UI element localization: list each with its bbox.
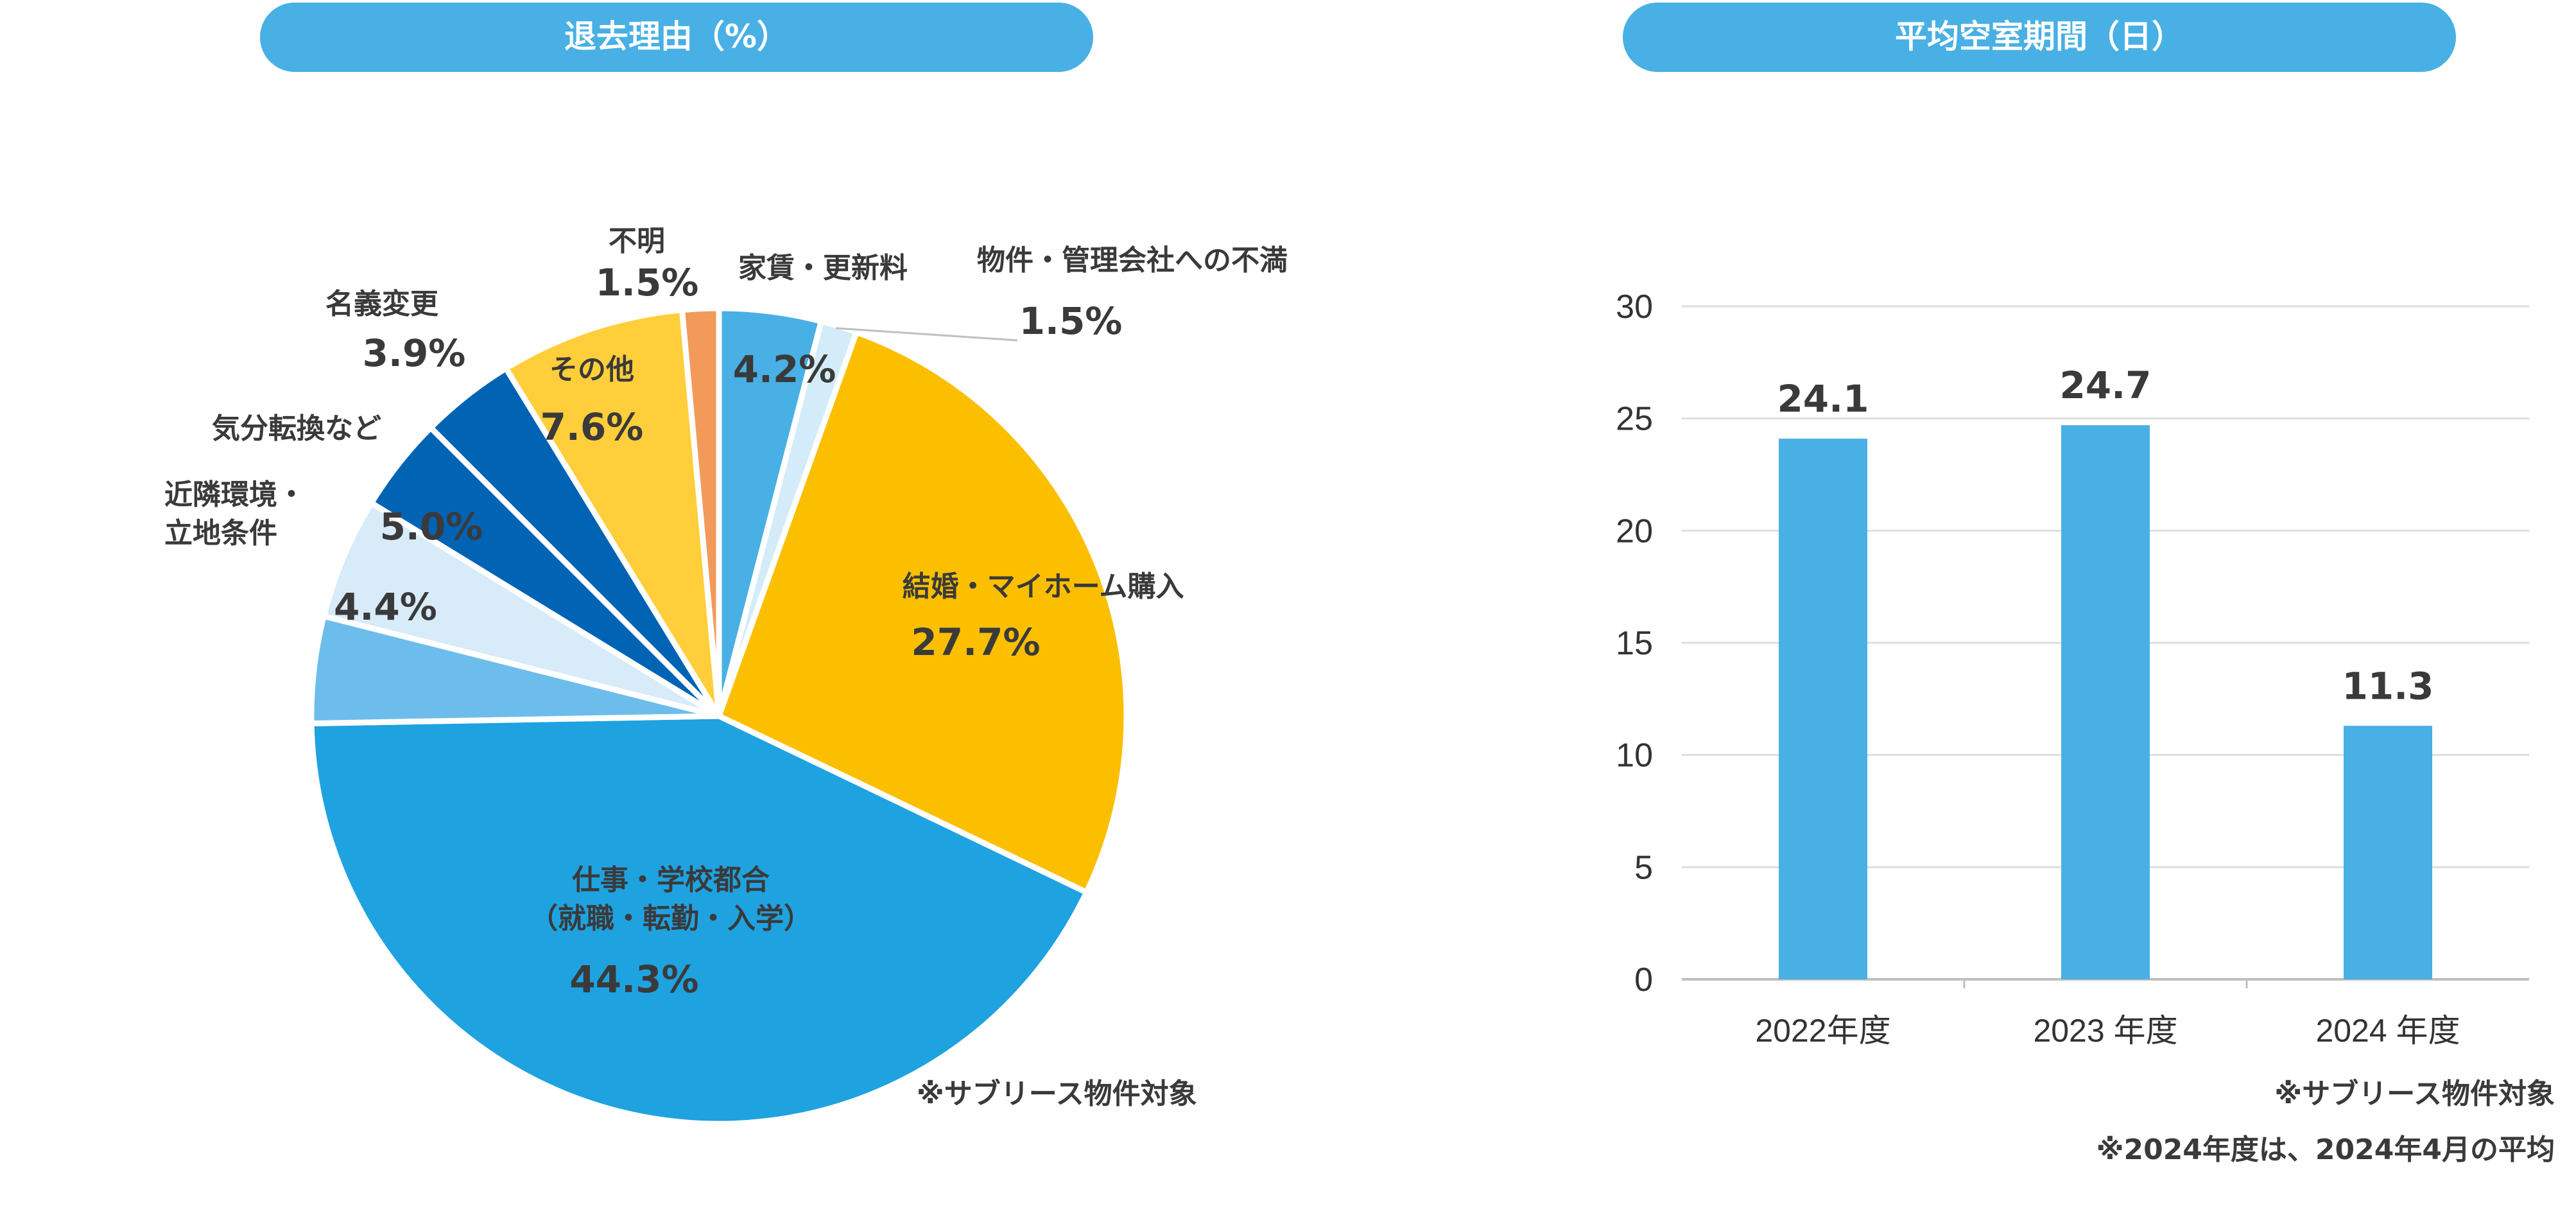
pie-header-text: 退去理由（%） — [564, 18, 789, 55]
pie-slice-label: 物件・管理会社への不満 — [977, 244, 1288, 277]
y-tick-label: 10 — [1616, 737, 1653, 774]
pie-value-label: 7.6% — [540, 405, 644, 449]
pie-value-label: 3.9% — [363, 331, 466, 375]
bar-x-tick-labels: 2022年度 2023 年度 2024 年度 — [1755, 1013, 2460, 1049]
bar-value-label: 24.1 — [1777, 377, 1869, 421]
bar-y-tick-labels: 0 5 10 15 20 25 30 — [1616, 288, 1653, 999]
pie-value-label: 4.4% — [334, 585, 437, 629]
pie-slice — [320, 500, 722, 719]
pie-slice-label: 不明 — [609, 225, 665, 258]
pie-slice — [716, 329, 1130, 896]
pie-note: ※サブリース物件対象 — [917, 1078, 1197, 1110]
pie-value-label: 27.7% — [911, 620, 1040, 664]
pie-slice-label: 家賃・更新料 — [738, 252, 908, 284]
y-tick-label: 15 — [1616, 625, 1653, 662]
bar — [2061, 425, 2150, 979]
pie-labels: 家賃・更新料 4.2% 物件・管理会社への不満 1.5% 結婚・マイホーム購入 27.7%… — [164, 225, 1288, 1001]
bar-note-1: ※サブリース物件対象 — [2274, 1078, 2555, 1110]
bar-chart: 24.1 24.7 11.3 — [1777, 363, 2434, 979]
pie-slice-label: 仕事・学校都合 — [572, 864, 770, 896]
pie-slice-label: その他 — [549, 353, 634, 386]
y-tick-label: 25 — [1616, 401, 1653, 438]
x-tick-label: 2023 年度 — [2033, 1013, 2177, 1049]
bar-chart-header: 平均空室期間（日） — [1623, 3, 2456, 72]
pie-slice-label: 近隣環境・ — [164, 478, 306, 511]
pie-value-label: 5.0% — [380, 505, 483, 548]
pie-value-label: 1.5% — [596, 261, 699, 304]
pie-slice — [503, 307, 722, 719]
pie-value-label: 4.2% — [733, 347, 836, 391]
y-tick-label: 20 — [1616, 512, 1653, 550]
pie-chart — [308, 305, 1130, 1127]
x-tick-label: 2024 年度 — [2315, 1013, 2460, 1049]
pie-slice-label: 立地条件 — [164, 517, 277, 550]
y-tick-label: 5 — [1634, 849, 1653, 886]
pie-slice-label: 気分転換など — [212, 412, 381, 445]
pie-value-label: 1.5% — [1019, 299, 1123, 343]
pie-slice-label: 結婚・マイホーム購入 — [903, 570, 1184, 603]
pie-slice-label: （就職・転勤・入学） — [530, 902, 812, 935]
x-tick-label: 2022年度 — [1755, 1013, 1890, 1049]
bar-header-text: 平均空室期間（日） — [1895, 18, 2184, 55]
pie-slice-label: 名義変更 — [325, 288, 439, 320]
pie-chart-header: 退去理由（%） — [260, 3, 1093, 72]
y-tick-label: 30 — [1616, 288, 1653, 326]
leader-line — [835, 327, 1018, 342]
bar-value-label: 11.3 — [2342, 664, 2433, 708]
pie-header-pill — [260, 3, 1093, 72]
pie-slice — [308, 713, 1090, 1127]
pie-slice — [679, 305, 722, 719]
bar-value-label: 24.7 — [2059, 363, 2151, 407]
bar-header-pill — [1623, 3, 2456, 72]
bar-note-2: ※2024年度は、2024年4月の平均 — [2096, 1133, 2555, 1166]
bar — [2344, 726, 2432, 979]
y-tick-label: 0 — [1634, 961, 1653, 999]
bar — [1779, 439, 1867, 979]
pie-value-label: 44.3% — [569, 957, 698, 1001]
